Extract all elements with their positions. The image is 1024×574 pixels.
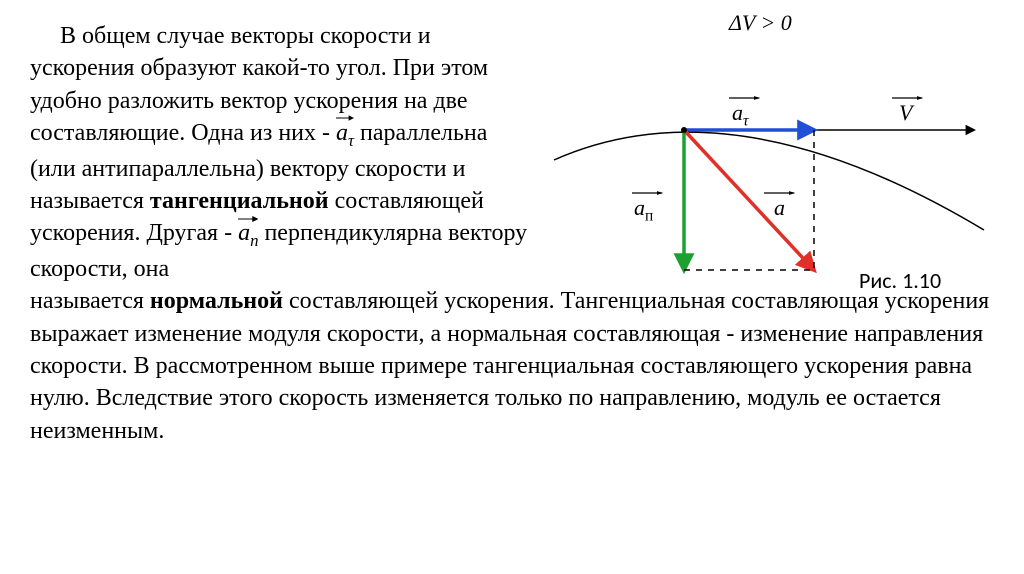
paragraph-1: В общем случае векторы скорости и ускоре… — [30, 20, 530, 285]
vec-a-tau-inline: aτ — [336, 117, 354, 152]
delta-v-label: ΔV > 0 — [729, 8, 792, 38]
a-n-label: aп — [634, 193, 653, 227]
figure-caption: Рис. 1.10 — [859, 266, 941, 296]
figure-1-10: ΔV > 0 aτ V aп a Рис. 1.10 — [534, 10, 1004, 310]
v-label: V — [899, 98, 912, 128]
a-tau-label: aτ — [732, 98, 749, 132]
vec-a-n-inline: an — [238, 217, 258, 252]
origin-point — [681, 127, 687, 133]
a-total-vector — [684, 130, 814, 270]
trajectory-curve — [554, 132, 984, 230]
a-label: a — [774, 193, 785, 223]
